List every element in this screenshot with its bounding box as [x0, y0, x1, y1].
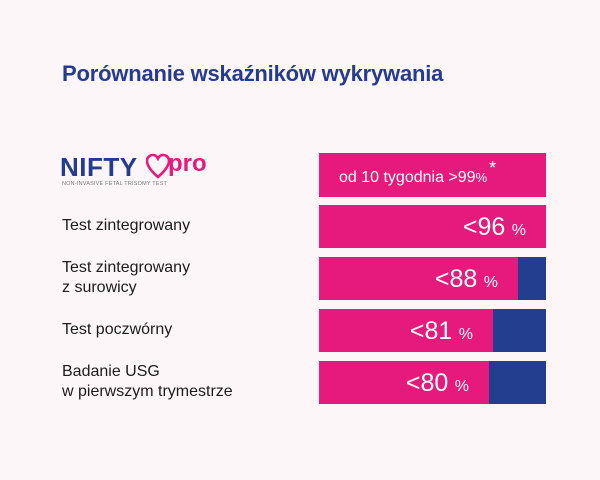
row-label-line: z surowicy	[62, 279, 137, 296]
bar-value: <88	[434, 265, 478, 293]
row-label-line: w pierwszym trymestrze	[62, 383, 233, 400]
bar-track: <81 %	[319, 309, 546, 352]
bar-value: <80	[405, 369, 449, 397]
bar-value-label: <96 %	[463, 213, 526, 242]
nifty-pro-logo: NIFTY pro NON-INVASIVE FETAL TRISOMY TES…	[60, 150, 210, 192]
bar-value-label: <81 %	[410, 317, 473, 346]
row-label-line: Test zintegrowany	[62, 217, 191, 234]
nifty-pro-value: od 10 tygodnia >99% *	[339, 158, 496, 187]
nifty-footnote-mark: *	[489, 158, 497, 178]
row-label: Badanie USG w pierwszym trymestrze	[62, 362, 233, 402]
row-label-line: Badanie USG	[62, 363, 160, 380]
logo-pro: pro	[168, 150, 207, 177]
bar-unit: %	[507, 222, 526, 239]
row-label-line: Test zintegrowany	[62, 259, 191, 276]
bar-value-label: <80 %	[406, 369, 469, 398]
bar-value: <81	[409, 317, 453, 345]
bar-unit: %	[454, 326, 473, 343]
row-label: Test poczwórny	[62, 320, 172, 340]
nifty-unit: %	[475, 170, 488, 185]
heart-icon	[146, 153, 170, 179]
row-label-line: Test poczwórny	[62, 321, 173, 338]
bar-fill: <88 %	[319, 257, 518, 300]
bar-fill: <81 %	[319, 309, 493, 352]
bar-fill: <80 %	[319, 361, 489, 404]
page-title: Porównanie wskaźników wykrywania	[62, 61, 444, 86]
bar-value-label: <88 %	[435, 265, 498, 294]
logo-word: NIFTY	[60, 152, 138, 182]
bar-unit: %	[479, 274, 498, 291]
logo-subtitle: NON-INVASIVE FETAL TRISOMY TEST	[62, 181, 168, 187]
row-label: Test zintegrowany	[62, 216, 190, 236]
bar-track: <80 %	[319, 361, 546, 404]
bar-track: <96 %	[319, 205, 546, 248]
row-label: Test zintegrowany z surowicy	[62, 258, 190, 298]
nifty-pro-bar: od 10 tygodnia >99% *	[319, 153, 546, 197]
nifty-prefix: od 10 tygodnia >99	[339, 169, 476, 186]
bar-fill: <96 %	[319, 205, 546, 248]
bar-unit: %	[450, 378, 469, 395]
bar-value: <96	[462, 213, 506, 241]
bar-track: <88 %	[319, 257, 546, 300]
